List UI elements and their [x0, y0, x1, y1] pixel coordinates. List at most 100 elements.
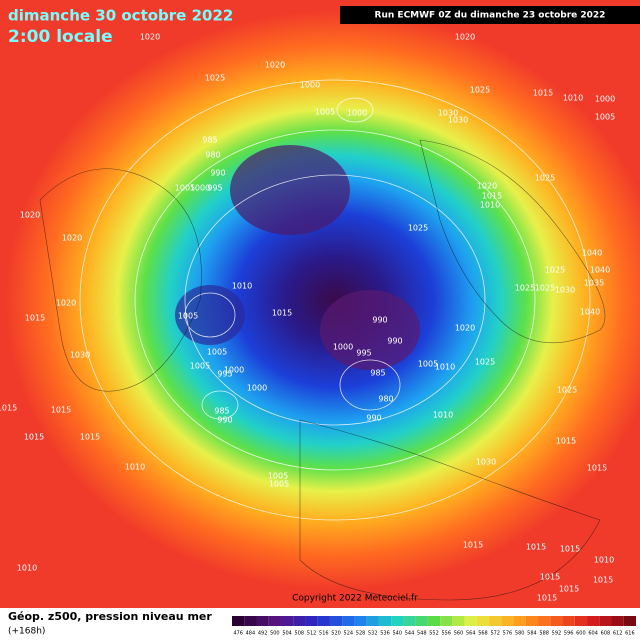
isobar-label: 1030: [555, 286, 575, 295]
isobar-label: 1030: [448, 116, 468, 125]
isobar-label: 1020: [140, 33, 160, 42]
scale-label: 608: [601, 631, 611, 637]
scale-label: 476: [233, 631, 243, 637]
isobar-label: 990: [387, 337, 402, 346]
scale-label: 596: [564, 631, 574, 637]
scale-swatch: [464, 616, 477, 626]
isobar-label: 1010: [435, 363, 455, 372]
isobar-label: 1010: [594, 556, 614, 565]
scale-swatch: [268, 616, 281, 626]
map-subtitle: 2:00 locale: [8, 27, 113, 47]
isobar-label: 985: [370, 369, 385, 378]
isobar-label: 1000: [595, 95, 615, 104]
isobar-label: 1015: [482, 192, 502, 201]
isobar-label: 1020: [265, 61, 285, 70]
scale-swatch: [476, 616, 490, 626]
scale-label: 568: [478, 631, 488, 637]
scale-label: 604: [588, 631, 598, 637]
isobar-label: 1000: [347, 109, 367, 118]
isobar-label: 1010: [433, 411, 453, 420]
scale-swatch: [329, 616, 343, 626]
scale-swatch: [232, 616, 245, 626]
isobar-label: 1005: [418, 360, 438, 369]
isobar-label: 1000: [190, 184, 210, 193]
scale-swatch: [280, 616, 294, 626]
isobar-label: 1005: [207, 348, 227, 357]
isobar-label: 1005: [595, 113, 615, 122]
map-title: dimanche 30 octobre 2022: [8, 7, 233, 25]
isobar-label: 1000: [247, 384, 267, 393]
isobar-label: 1025: [557, 386, 577, 395]
scale-label: 576: [503, 631, 513, 637]
isobar-label: 1015: [24, 433, 44, 442]
scale-label: 532: [368, 631, 378, 637]
isobar-label: 1010: [125, 463, 145, 472]
scale-label: 616: [625, 631, 635, 637]
scale-swatch: [305, 616, 318, 626]
scale-swatch: [440, 616, 453, 626]
isobar-label: 1015: [556, 437, 576, 446]
isobar-label: 1015: [272, 309, 292, 318]
scale-swatch: [489, 616, 502, 626]
isobar-label: 1015: [25, 314, 45, 323]
isobar-label: 1015: [537, 594, 557, 603]
scale-swatch: [525, 616, 539, 626]
scale-label: 536: [380, 631, 390, 637]
scale-swatch: [587, 616, 600, 626]
scale-swatch: [366, 616, 379, 626]
scale-swatch: [403, 616, 416, 626]
isobar-label: 1030: [438, 109, 458, 118]
scale-label: 516: [319, 631, 329, 637]
isobar-label: 990: [372, 316, 387, 325]
isobar-label: 1030: [476, 458, 496, 467]
isobar-label: 1030: [70, 351, 90, 360]
isobar-label: 1025: [545, 266, 565, 275]
scale-label: 564: [466, 631, 476, 637]
isobars: [79, 79, 591, 521]
isobar-label: 1025: [408, 224, 428, 233]
isobar-label: 1020: [20, 211, 40, 220]
isobar-label: 1015: [51, 406, 71, 415]
isobar-label: 1015: [80, 433, 100, 442]
isobar-label: 1025: [535, 284, 555, 293]
isobar-label: 1015: [526, 543, 546, 552]
scale-label: 528: [356, 631, 366, 637]
isobar-label: 1015: [593, 576, 613, 585]
scale-label: 540: [392, 631, 402, 637]
scale-swatch: [623, 616, 636, 626]
run-banner: [340, 6, 640, 24]
isobar-label: 1005: [268, 472, 288, 481]
isobar-label: 1015: [540, 573, 560, 582]
isobar-label: 1015: [560, 545, 580, 554]
scale-swatch: [293, 616, 306, 626]
isobar-label: 1020: [455, 324, 475, 333]
isobar-label: 1025: [205, 74, 225, 83]
isobar-label: 1020: [455, 33, 475, 42]
isobar-label: 1005: [178, 312, 198, 321]
isobar-label: 1015: [0, 404, 17, 413]
scale-swatch: [611, 616, 624, 626]
color-scale: 476 484 492 500 504 508 512 516 520 524 528 532 536 5…: [232, 616, 636, 637]
isobar-label: 1025: [535, 174, 555, 183]
scale-label: 548: [417, 631, 427, 637]
scale-swatch: [550, 616, 563, 626]
scale-label: 552: [429, 631, 439, 637]
scale-label: 580: [515, 631, 525, 637]
isobar-label: 1010: [563, 94, 583, 103]
isobar-label: 1000: [333, 343, 353, 352]
scale-swatch: [538, 616, 551, 626]
isobar-label: 1015: [587, 464, 607, 473]
scale-swatch: [501, 616, 514, 626]
low-core: [175, 285, 245, 345]
coastlines: [39, 139, 606, 601]
scale-label: 600: [576, 631, 586, 637]
scale-label: 544: [405, 631, 415, 637]
isobar-label: 995: [207, 184, 222, 193]
scale-swatch: [599, 616, 612, 626]
scale-label: 520: [331, 631, 341, 637]
isobar-label: 1005: [175, 184, 195, 193]
isobar-label: 1025: [475, 358, 495, 367]
scale-swatch: [391, 616, 404, 626]
isobar-label: 990: [366, 414, 381, 423]
